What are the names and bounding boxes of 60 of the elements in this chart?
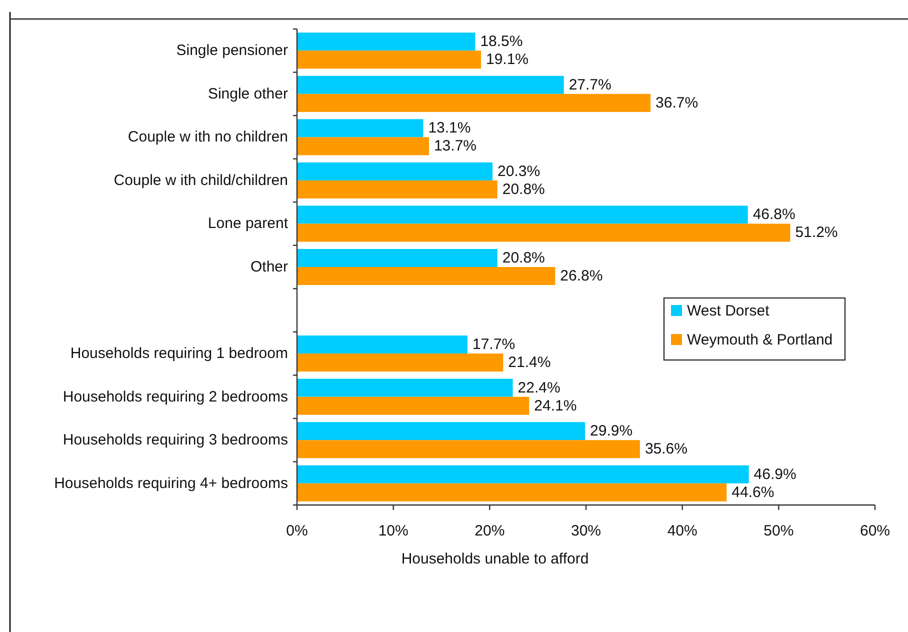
bar (297, 119, 424, 138)
bar (297, 336, 468, 354)
data-label: 36.7% (656, 94, 698, 112)
bar (297, 248, 498, 267)
data-label: 22.4% (518, 379, 560, 396)
bar (297, 483, 727, 502)
y-tick-label: Single other (208, 85, 288, 102)
data-label: 18.5% (480, 33, 523, 50)
data-label: 29.9% (590, 422, 633, 440)
data-label: 24.1% (534, 397, 577, 414)
x-axis-title: Households unable to afford (401, 550, 589, 568)
bar (297, 50, 481, 69)
data-label: 46.8% (752, 206, 796, 224)
data-label: 20.8% (502, 249, 545, 266)
bar (297, 465, 749, 484)
bar (297, 378, 513, 397)
data-label: 13.7% (434, 138, 477, 155)
data-label: 35.6% (644, 440, 688, 458)
data-label: 27.7% (568, 76, 612, 94)
bar (297, 180, 498, 198)
bar (297, 137, 429, 156)
bar (297, 396, 530, 415)
bar (297, 162, 493, 180)
bar (297, 267, 556, 286)
data-label: 46.9% (754, 466, 796, 483)
bar (297, 32, 476, 51)
legend-label: West Dorset (687, 302, 770, 320)
bar (297, 440, 640, 458)
bar (297, 422, 586, 440)
data-label: 51.2% (795, 224, 838, 242)
data-label: 44.6% (732, 484, 774, 501)
data-label: 20.8% (502, 180, 545, 198)
x-tick-label: 0% (286, 522, 308, 540)
y-tick-label: Single pensioner (176, 42, 288, 60)
y-tick-label: Households requiring 1 bedroom (70, 345, 288, 362)
x-tick-label: 50% (764, 522, 794, 540)
legend-label: Weymouth & Portland (687, 332, 833, 348)
bar (297, 354, 504, 372)
data-label: 26.8% (560, 268, 603, 285)
data-label: 20.3% (498, 162, 540, 180)
data-label: 17.7% (472, 336, 516, 354)
x-tick-label: 40% (667, 522, 698, 540)
data-label: 21.4% (508, 354, 551, 372)
y-tick-label: Couple w ith no children (128, 128, 288, 146)
y-tick-label: Households requiring 3 bedrooms (62, 432, 288, 449)
y-tick-label: Other (250, 258, 288, 276)
x-tick-label: 30% (570, 522, 602, 540)
bar (297, 206, 748, 224)
data-label: 19.1% (486, 51, 529, 68)
bar (297, 224, 790, 242)
y-tick-label: Households requiring 4+ bedrooms (54, 474, 288, 492)
y-tick-label: Couple w ith child/children (114, 172, 288, 189)
y-tick-label: Lone parent (208, 215, 289, 232)
x-tick-label: 10% (378, 522, 408, 540)
y-tick-label: Households requiring 2 bedrooms (62, 388, 288, 406)
bar (297, 94, 651, 112)
x-tick-label: 60% (860, 522, 890, 540)
data-label: 13.1% (428, 120, 471, 137)
x-tick-label: 20% (474, 522, 505, 540)
bar (297, 76, 564, 94)
